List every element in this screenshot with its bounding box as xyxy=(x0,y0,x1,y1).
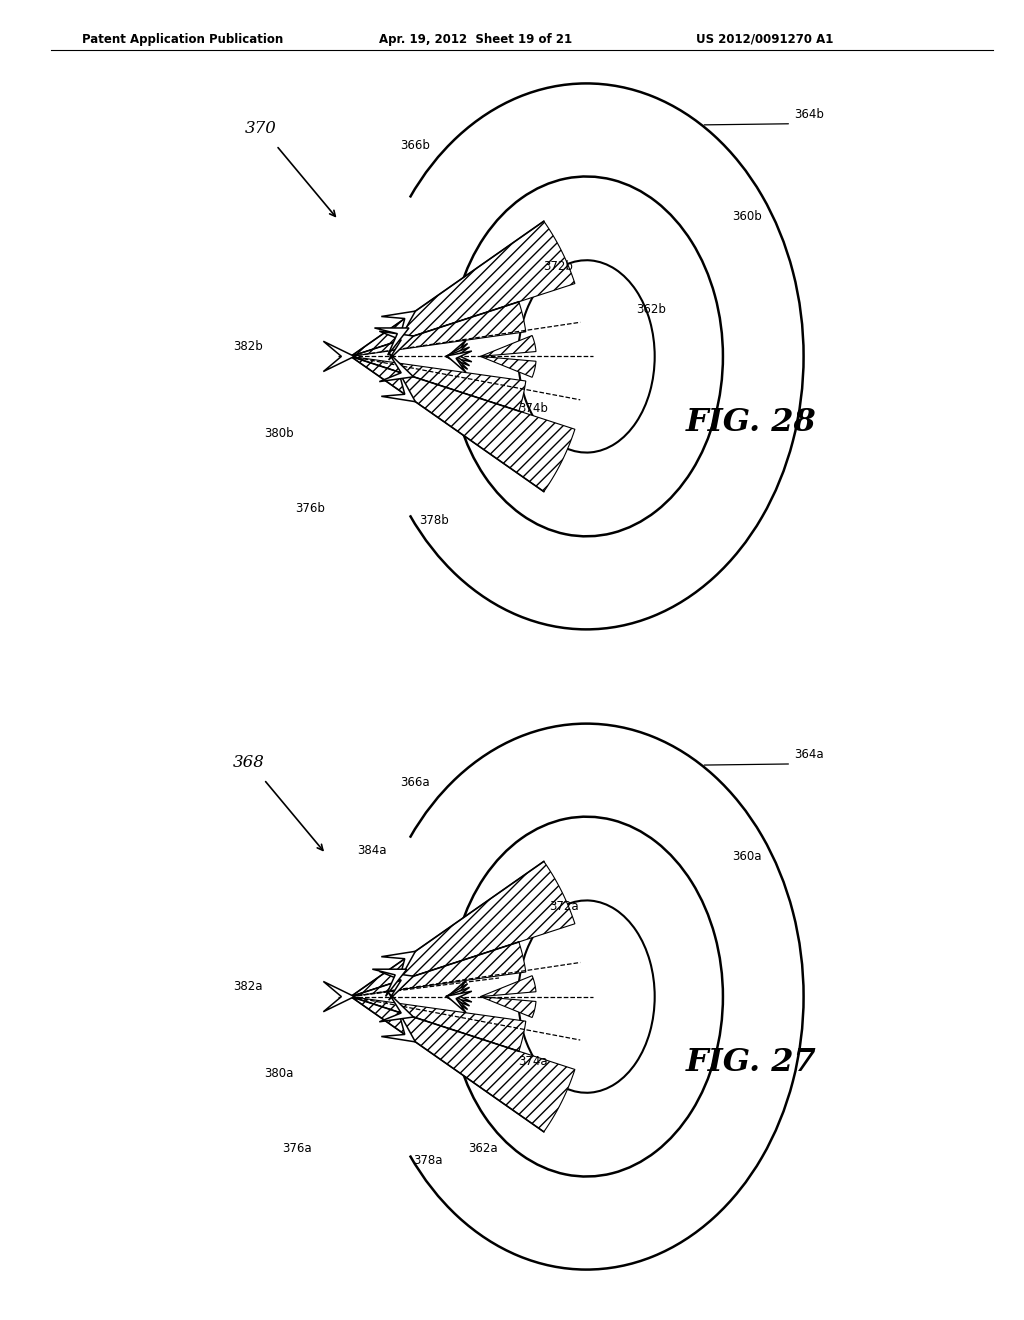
Polygon shape xyxy=(446,351,472,372)
Polygon shape xyxy=(445,983,470,1006)
Polygon shape xyxy=(381,1011,416,1041)
Polygon shape xyxy=(350,997,525,1051)
Polygon shape xyxy=(350,356,574,491)
Text: 364b: 364b xyxy=(795,107,824,120)
Text: 366b: 366b xyxy=(400,139,430,152)
Text: 382b: 382b xyxy=(232,341,262,354)
Polygon shape xyxy=(373,969,407,997)
Polygon shape xyxy=(350,222,574,356)
Polygon shape xyxy=(445,343,470,366)
Polygon shape xyxy=(379,331,414,360)
Text: 372b: 372b xyxy=(543,260,572,272)
Text: 372a: 372a xyxy=(549,900,579,912)
Polygon shape xyxy=(379,352,414,381)
Text: 374a: 374a xyxy=(518,1055,548,1068)
Polygon shape xyxy=(379,993,414,1022)
Text: 360b: 360b xyxy=(732,210,762,223)
Polygon shape xyxy=(350,997,574,1131)
Polygon shape xyxy=(324,982,354,1011)
Polygon shape xyxy=(480,335,536,356)
Polygon shape xyxy=(381,312,416,342)
Polygon shape xyxy=(446,991,472,1012)
Polygon shape xyxy=(379,972,414,1001)
Text: 376a: 376a xyxy=(283,1142,312,1155)
Polygon shape xyxy=(480,975,536,997)
Text: US 2012/0091270 A1: US 2012/0091270 A1 xyxy=(696,33,834,46)
Polygon shape xyxy=(445,987,470,1010)
Text: 360a: 360a xyxy=(732,850,762,863)
Polygon shape xyxy=(350,862,574,997)
Text: 370: 370 xyxy=(245,120,278,137)
Text: 368: 368 xyxy=(232,754,264,771)
Text: 378a: 378a xyxy=(413,1154,442,1167)
Text: 380a: 380a xyxy=(264,1068,293,1080)
Text: 376b: 376b xyxy=(295,502,325,515)
Text: 380b: 380b xyxy=(264,428,294,440)
Polygon shape xyxy=(480,356,536,378)
Polygon shape xyxy=(350,302,525,356)
Text: 364a: 364a xyxy=(795,747,824,760)
Polygon shape xyxy=(350,942,525,997)
Text: 378b: 378b xyxy=(419,513,449,527)
Text: 382a: 382a xyxy=(232,981,262,994)
Polygon shape xyxy=(350,356,525,411)
Polygon shape xyxy=(324,342,354,371)
Polygon shape xyxy=(381,371,416,401)
Text: 362a: 362a xyxy=(469,1142,499,1155)
Text: 384a: 384a xyxy=(357,843,386,857)
Text: FIG. 27: FIG. 27 xyxy=(686,1047,816,1078)
Polygon shape xyxy=(446,981,472,1002)
Text: 366a: 366a xyxy=(400,776,430,788)
Text: 374b: 374b xyxy=(518,403,548,416)
Text: FIG. 28: FIG. 28 xyxy=(686,407,816,438)
Polygon shape xyxy=(445,347,470,370)
Text: Patent Application Publication: Patent Application Publication xyxy=(82,33,284,46)
Text: Apr. 19, 2012  Sheet 19 of 21: Apr. 19, 2012 Sheet 19 of 21 xyxy=(379,33,572,46)
Polygon shape xyxy=(480,997,536,1018)
Polygon shape xyxy=(446,341,472,362)
Polygon shape xyxy=(381,952,416,982)
Polygon shape xyxy=(375,327,409,355)
Text: 362b: 362b xyxy=(636,304,666,315)
